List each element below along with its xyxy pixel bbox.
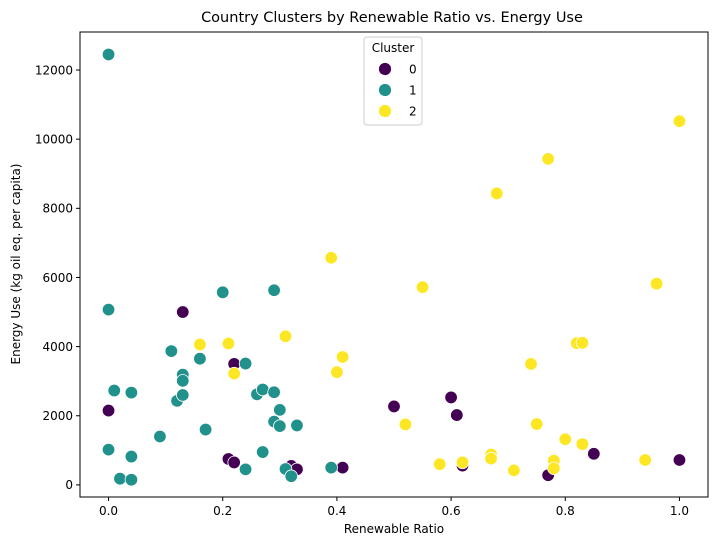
data-point-cluster-1 [101,302,116,317]
y-axis-ticks: 0 2000 4000 6000 8000 10000 12000 [35,63,80,492]
x-tick-label: 0.0 [99,504,118,518]
data-point-cluster-0 [227,455,241,470]
x-tick-label: 1.0 [670,504,689,518]
data-point-cluster-2 [649,276,664,291]
legend-entry: 0 [378,62,417,77]
data-point-cluster-2 [541,152,555,166]
legend-label-cluster-2: 2 [409,105,417,119]
data-point-cluster-2 [484,451,498,466]
data-point-cluster-2 [575,437,590,451]
legend-label-cluster-1: 1 [409,84,417,98]
legend-entry: 2 [378,104,417,119]
data-point-cluster-1 [124,385,139,400]
data-point-cluster-2 [398,417,413,432]
y-tick-label: 0 [65,478,73,492]
legend-marker-cluster-2 [378,104,392,118]
data-point-cluster-1 [267,385,281,399]
legend-entry: 1 [378,83,417,98]
data-point-cluster-0 [672,453,687,467]
data-point-cluster-1 [124,473,139,487]
data-point-cluster-2 [415,280,430,294]
data-point-cluster-2 [507,463,521,478]
y-tick-label: 12000 [35,63,73,77]
data-point-cluster-1 [238,462,253,477]
data-point-cluster-2 [335,350,350,364]
data-point-cluster-0 [101,403,116,418]
data-point-cluster-1 [273,419,287,433]
data-point-cluster-2 [575,336,590,350]
data-point-cluster-1 [290,418,304,433]
y-tick-label: 8000 [42,202,73,216]
data-point-cluster-0 [587,447,601,461]
y-tick-label: 6000 [42,271,73,285]
x-tick-label: 0.2 [213,504,232,518]
y-tick-label: 10000 [35,132,73,146]
data-point-cluster-1 [273,403,287,417]
data-point-cluster-1 [216,285,230,300]
data-point-cluster-1 [176,374,190,388]
data-point-cluster-2 [558,432,572,446]
chart-title: Country Clusters by Renewable Ratio vs. … [201,10,583,26]
data-point-cluster-2 [530,417,544,431]
data-point-cluster-0 [335,460,350,475]
data-point-cluster-1 [124,449,139,464]
data-point-cluster-1 [164,344,179,358]
data-point-cluster-1 [238,356,253,371]
legend-title: Cluster [372,41,415,55]
data-point-cluster-2 [547,461,561,476]
data-point-cluster-2 [672,114,687,128]
data-point-cluster-1 [153,429,167,444]
data-point-cluster-0 [176,305,190,319]
legend-box [363,36,423,126]
data-point-cluster-1 [267,283,281,297]
y-axis-label: Energy Use (kg oil eq. per capita) [9,164,23,365]
data-point-cluster-0 [450,408,464,422]
data-point-cluster-2 [193,337,207,352]
data-point-cluster-2 [638,453,652,467]
data-point-cluster-1 [198,422,213,437]
legend-label-cluster-0: 0 [409,63,417,77]
data-point-cluster-1 [176,388,190,402]
data-point-cluster-2 [432,457,447,471]
y-tick-label: 4000 [42,340,73,354]
data-points [101,47,687,487]
data-point-cluster-1 [101,442,116,457]
legend-marker-cluster-0 [378,62,392,76]
data-point-cluster-1 [255,445,270,459]
plot-frame [79,31,709,498]
data-point-cluster-1 [101,47,116,62]
legend-marker-cluster-1 [378,83,392,97]
legend: Cluster 0 1 2 [363,36,423,126]
x-axis-ticks: 0.0 0.2 0.4 0.6 0.8 1.0 [99,497,689,518]
data-point-cluster-1 [113,471,127,486]
data-point-cluster-2 [330,365,344,379]
data-point-cluster-2 [324,251,338,265]
x-axis-label: Renewable Ratio [344,522,444,536]
data-point-cluster-2 [490,186,504,201]
data-point-cluster-1 [255,382,270,397]
data-point-cluster-2 [524,357,538,371]
data-point-cluster-0 [387,399,401,414]
data-point-cluster-2 [221,336,236,351]
data-point-cluster-1 [107,383,121,398]
x-tick-label: 0.6 [442,504,461,518]
x-tick-label: 0.8 [556,504,575,518]
data-point-cluster-1 [284,469,298,483]
data-point-cluster-0 [444,390,458,405]
data-point-cluster-2 [227,366,241,381]
data-point-cluster-2 [278,329,293,343]
y-tick-label: 2000 [42,409,73,423]
data-point-cluster-1 [193,352,207,366]
data-point-cluster-1 [324,460,338,475]
x-tick-label: 0.4 [327,504,346,518]
data-point-cluster-2 [455,455,470,470]
